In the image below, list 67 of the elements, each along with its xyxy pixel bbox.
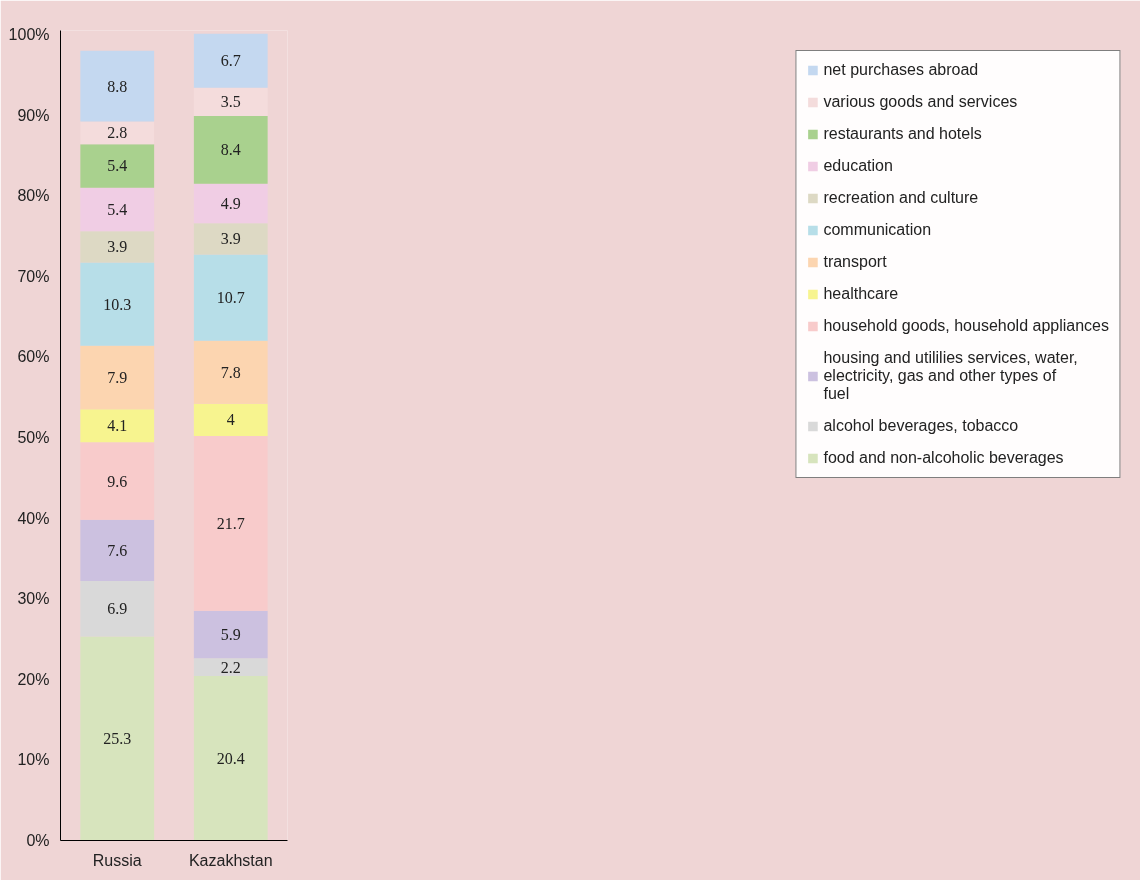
bar <box>80 345 155 410</box>
data-label: 5.4 <box>107 200 128 218</box>
legend-label: transport <box>823 253 887 271</box>
bar <box>193 658 268 677</box>
bar <box>80 187 155 232</box>
x-tick-label: Kazakhstan <box>188 851 273 869</box>
x-tick-label: Russia <box>92 851 142 869</box>
legend-label: recreation and culture <box>823 189 979 207</box>
y-tick-label: 40% <box>17 509 50 527</box>
y-tick-label: 10% <box>17 751 50 769</box>
data-label: 8.8 <box>107 77 128 95</box>
data-label: 6.7 <box>220 52 241 70</box>
y-tick-label: 60% <box>17 348 50 366</box>
data-label: 7.6 <box>107 541 128 559</box>
bar <box>193 435 268 611</box>
legend-label: household goods, household appliances <box>823 317 1109 335</box>
data-label: 8.4 <box>220 141 241 159</box>
data-label: 10.7 <box>216 289 245 307</box>
bar <box>80 262 155 346</box>
legend-label: net purchases abroad <box>823 61 979 79</box>
data-label: 10.3 <box>103 295 132 313</box>
data-label: 4.1 <box>107 417 128 435</box>
bar <box>80 519 155 581</box>
legend-label: housing and utililies services, water, electricity, gas and other types of fuel <box>823 349 1078 403</box>
bar <box>193 676 268 841</box>
data-label: 7.9 <box>107 368 128 386</box>
bar <box>80 636 155 841</box>
y-tick-label: 50% <box>17 429 50 447</box>
bar <box>193 340 268 404</box>
data-label: 2.2 <box>220 658 241 676</box>
data-label: 5.4 <box>107 157 128 175</box>
data-label: 2.8 <box>107 124 128 142</box>
bar <box>193 223 268 255</box>
bar <box>80 409 155 443</box>
legend-label: food and non-alcoholic beverages <box>823 449 1064 467</box>
legend-label: education <box>823 157 893 175</box>
y-tick-label: 0% <box>26 832 50 849</box>
legend-label: communication <box>823 221 932 239</box>
data-label: 20.4 <box>216 749 245 767</box>
bar <box>193 254 268 341</box>
data-label: 7.8 <box>220 363 241 381</box>
y-tick-label: 80% <box>17 187 50 205</box>
data-label: 3.5 <box>220 93 241 111</box>
data-label: 6.9 <box>107 600 128 618</box>
legend-label: alcohol beverages, tobacco <box>823 417 1019 435</box>
legend-label: restaurants and hotels <box>823 125 982 143</box>
data-label: 5.9 <box>220 626 241 644</box>
bar <box>80 231 155 263</box>
y-tick-label: 90% <box>17 106 50 124</box>
y-tick-label: 100% <box>8 26 50 44</box>
legend-label: healthcare <box>823 285 899 303</box>
bar <box>193 183 268 224</box>
y-tick-label: 30% <box>17 590 50 608</box>
y-tick-label: 20% <box>17 670 50 688</box>
legend-label: various goods and services <box>823 93 1018 111</box>
bar <box>80 442 155 520</box>
data-label: 4.9 <box>220 194 241 212</box>
bar <box>193 403 268 436</box>
data-label: 21.7 <box>216 514 245 532</box>
y-tick-label: 70% <box>17 267 50 285</box>
bar <box>193 610 268 659</box>
data-label: 4 <box>226 411 235 429</box>
data-label: 25.3 <box>103 730 132 748</box>
data-label: 9.6 <box>107 472 128 490</box>
data-label: 3.9 <box>220 230 241 248</box>
bar <box>80 580 155 637</box>
data-label: 3.9 <box>107 238 128 256</box>
